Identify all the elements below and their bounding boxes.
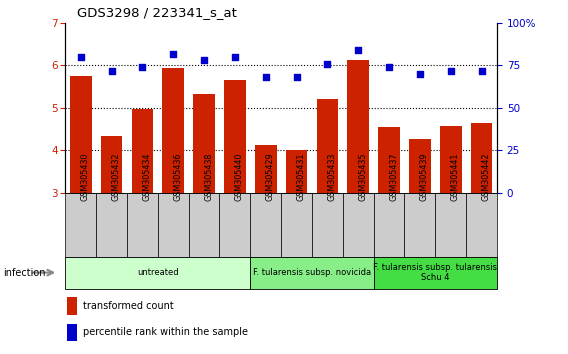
Bar [70,76,91,193]
Point [446,68,456,73]
Bar [316,99,338,193]
Bar [250,193,281,257]
Text: F. tularensis subsp. novicida: F. tularensis subsp. novicida [253,268,371,277]
Bar [312,193,343,257]
Point [415,71,424,77]
Text: GSM305437: GSM305437 [389,152,398,201]
Text: GSM305429: GSM305429 [266,152,275,201]
Text: GSM305439: GSM305439 [420,152,429,201]
Point [354,47,363,53]
Bar [224,80,246,193]
Point [477,68,486,73]
Point [169,51,178,56]
Bar [409,138,431,193]
Bar [68,324,77,341]
Bar [127,193,158,257]
Point [385,64,394,70]
Point [138,64,147,70]
Bar [101,136,122,193]
Bar [378,127,400,193]
Text: transformed count: transformed count [82,301,173,311]
Bar [374,193,404,257]
Text: GSM305438: GSM305438 [204,152,213,201]
Point [199,58,208,63]
Text: GSM305432: GSM305432 [111,152,120,201]
Bar [281,193,312,257]
Point [231,54,240,60]
Text: infection: infection [3,268,45,278]
Text: F. tularensis subsp. tularensis
Schu 4: F. tularensis subsp. tularensis Schu 4 [373,263,498,282]
Bar [466,193,497,257]
Text: GSM305441: GSM305441 [451,152,460,201]
Bar [250,257,374,289]
Text: GSM305430: GSM305430 [81,152,90,201]
Bar [162,68,184,193]
Bar [348,61,369,193]
Bar [440,126,462,193]
Text: GSM305434: GSM305434 [143,152,152,201]
Bar [65,257,250,289]
Text: GSM305433: GSM305433 [327,152,336,201]
Bar [193,95,215,193]
Bar [343,193,374,257]
Text: GSM305431: GSM305431 [296,152,306,201]
Bar [471,123,492,193]
Bar [374,257,497,289]
Bar [68,297,77,315]
Bar [219,193,250,257]
Text: percentile rank within the sample: percentile rank within the sample [82,327,248,337]
Text: untreated: untreated [137,268,178,277]
Text: GSM305435: GSM305435 [358,152,367,201]
Point [292,75,301,80]
Bar [255,145,277,193]
Text: GSM305442: GSM305442 [482,152,491,201]
Bar [158,193,189,257]
Point [76,54,85,60]
Bar [404,193,435,257]
Bar [189,193,219,257]
Point [323,61,332,67]
Bar [65,193,96,257]
Bar [286,150,307,193]
Text: GSM305436: GSM305436 [173,152,182,201]
Bar [132,109,153,193]
Text: GSM305440: GSM305440 [235,152,244,201]
Bar [435,193,466,257]
Bar [96,193,127,257]
Point [261,75,270,80]
Point [107,68,116,73]
Text: GDS3298 / 223341_s_at: GDS3298 / 223341_s_at [77,6,236,19]
